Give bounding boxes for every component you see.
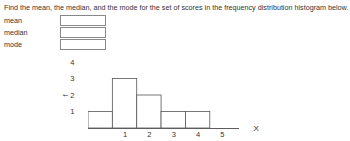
svg-text:2: 2	[70, 91, 74, 100]
svg-text:2: 2	[147, 130, 151, 139]
svg-text:4: 4	[196, 130, 200, 139]
html-text:median: median	[4, 28, 28, 37]
svg-text:4: 4	[70, 58, 74, 67]
svg-text:X: X	[254, 124, 260, 133]
svg-text:1: 1	[123, 130, 127, 139]
html-text:mode: mode	[4, 40, 22, 49]
html-text:Find the mean, the median, and: Find the mean, the median, and the mode …	[4, 3, 349, 12]
svg-text:3: 3	[172, 130, 176, 139]
svg-text:5: 5	[220, 130, 224, 139]
svg-text:1: 1	[70, 107, 74, 116]
html-text:mean: mean	[4, 16, 22, 25]
svg-text:3: 3	[70, 74, 74, 83]
svg-text:f: f	[61, 94, 70, 97]
